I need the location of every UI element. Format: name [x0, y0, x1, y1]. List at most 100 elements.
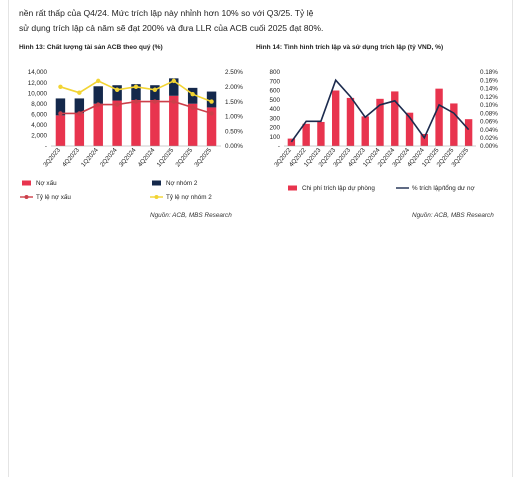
- bar: [131, 100, 141, 146]
- line-point: [190, 92, 195, 97]
- y2-tick-label: 0.00%: [225, 143, 243, 150]
- line-point: [96, 102, 101, 107]
- line-point: [190, 105, 195, 110]
- category-label: 1Q2024: [80, 146, 100, 168]
- line-point: [152, 99, 158, 104]
- bar: [376, 98, 384, 146]
- left-chart-title: Hình 13: Chất lượng tài sản ACB theo quý…: [19, 44, 163, 51]
- y-tick-label: 600: [269, 88, 280, 95]
- legend-swatch: [22, 180, 31, 186]
- line-point: [152, 87, 158, 92]
- line-point: [209, 111, 214, 116]
- y2-tick-label: 1.50%: [225, 99, 243, 106]
- legend-marker: [154, 195, 159, 199]
- right-chart-title: Hình 14: Tình hình trích lập và sử dụng …: [256, 44, 444, 51]
- line-point: [133, 84, 139, 89]
- intro-paragraph: nền rất thấp của Q4/24. Mức trích lập nà…: [19, 6, 499, 36]
- bar: [450, 103, 458, 146]
- y-tick-label: 200: [269, 125, 280, 132]
- intro-line-2: sử dụng trích lập cả năm sẽ đạt 200% và …: [19, 23, 324, 33]
- bar: [405, 112, 414, 146]
- line-point: [58, 111, 63, 116]
- y2-tick-label: 0.04%: [480, 127, 498, 134]
- bar: [302, 123, 310, 146]
- legend-label: Chi phí trích lập dự phòng: [302, 185, 375, 192]
- asset-quality-chart: 14,000 12,000 10,000 8,000 6,000 4,000 2,000 - 2…: [20, 69, 243, 201]
- right-chart-source: Nguồn: ACB, MBS Research: [412, 212, 494, 219]
- category-label: 4Q2024: [137, 146, 157, 168]
- y-tick-label: 4,000: [31, 122, 47, 129]
- line-point: [114, 102, 120, 107]
- y2-tick-label: 0.50%: [225, 128, 243, 135]
- bar: [332, 90, 340, 146]
- provisioning-chart: 800 700 600 500 400 300 200 100 - 0.18%0.16% 0.14%…: [269, 69, 498, 192]
- bar: [187, 103, 198, 146]
- y2-tick-label: 2.50%: [225, 69, 243, 76]
- y2-tick-label: 0.02%: [480, 135, 498, 142]
- bar: [93, 86, 103, 104]
- line-point: [77, 90, 82, 95]
- legend-swatch: [152, 180, 161, 186]
- category-label: 1Q2025: [156, 146, 176, 168]
- legend-label: Tỷ lệ nợ nhóm 2: [166, 194, 212, 201]
- legend-label: % trích lập/tổng dư nợ: [412, 184, 475, 192]
- intro-line-1: nền rất thấp của Q4/24. Mức trích lập nà…: [19, 8, 314, 18]
- line-point: [133, 99, 139, 104]
- category-label: 2Q2025: [174, 146, 194, 168]
- y2-tick-label: 0.18%: [480, 69, 498, 76]
- bar: [74, 113, 85, 146]
- y-tick-label: 8,000: [31, 101, 47, 108]
- bar: [420, 133, 428, 146]
- bar: [317, 121, 325, 146]
- legend-label: Tỷ lệ nợ xấu: [36, 192, 71, 201]
- line-point: [171, 99, 176, 104]
- bar: [169, 95, 179, 146]
- y2-tick-label: 0.12%: [480, 94, 498, 101]
- bar: [206, 107, 217, 146]
- bar: [287, 138, 296, 146]
- y2-tick-label: 1.00%: [225, 114, 243, 121]
- bar: [464, 119, 473, 146]
- legend-label: Nợ xấu: [36, 178, 57, 187]
- y-tick-label: -: [278, 143, 280, 150]
- y-tick-label: -: [45, 143, 47, 150]
- bar: [391, 91, 399, 146]
- legend-swatch: [288, 185, 297, 191]
- bar: [55, 98, 66, 116]
- page-border: [8, 0, 513, 477]
- bar: [131, 84, 141, 101]
- y2-tick-label: 0.10%: [480, 102, 498, 109]
- bar: [112, 100, 122, 146]
- bar: [93, 103, 103, 146]
- line-point: [58, 84, 63, 89]
- category-label: 2Q2024: [99, 146, 119, 168]
- category-label: 4Q2023: [61, 146, 81, 168]
- bar: [346, 97, 355, 146]
- bar: [150, 100, 160, 146]
- line-point: [209, 99, 214, 104]
- y-tick-label: 300: [269, 115, 280, 122]
- y2-tick-label: 0.08%: [480, 110, 498, 117]
- bar: [112, 85, 122, 101]
- y-tick-label: 800: [269, 69, 280, 76]
- bar: [169, 78, 179, 96]
- y-tick-label: 14,000: [28, 69, 48, 76]
- y-tick-label: 100: [269, 134, 280, 141]
- y-tick-label: 2,000: [31, 133, 47, 140]
- y-tick-label: 12,000: [28, 80, 48, 87]
- legend-label: Nợ nhóm 2: [166, 180, 198, 187]
- y2-tick-label: 0.00%: [480, 143, 498, 150]
- category-label: 3Q2025: [193, 146, 213, 168]
- line-point: [77, 111, 82, 116]
- y2-tick-label: 0.16%: [480, 77, 498, 84]
- y-tick-label: 700: [269, 78, 280, 85]
- bar: [150, 85, 160, 101]
- y2-tick-label: 0.14%: [480, 86, 498, 93]
- left-chart-source: Nguồn: ACB, MBS Research: [150, 212, 232, 219]
- bar: [435, 88, 443, 146]
- line-point: [171, 78, 176, 84]
- y-tick-label: 6,000: [31, 111, 47, 118]
- series-line: [290, 78, 470, 143]
- y2-tick-label: 0.06%: [480, 119, 498, 126]
- bar: [74, 98, 85, 114]
